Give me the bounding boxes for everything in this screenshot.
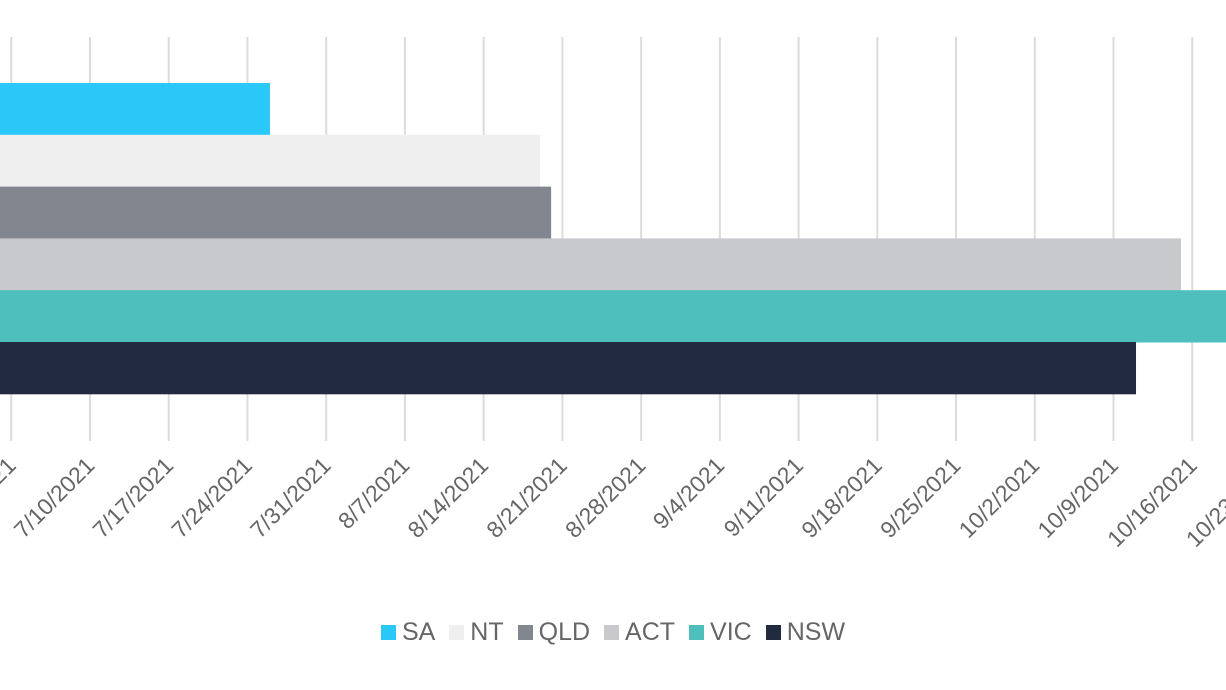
x-tick-label: 9/11/2021 <box>719 452 809 542</box>
legend-swatch <box>689 625 705 640</box>
x-tick-label: 9/25/2021 <box>875 452 966 543</box>
legend-item: QLD <box>517 618 591 647</box>
bar <box>0 186 552 239</box>
legend-item: VIC <box>689 618 752 647</box>
bar <box>0 290 1226 343</box>
legend-swatch <box>765 625 781 640</box>
bar <box>0 342 1137 395</box>
x-tick-label: 7/24/2021 <box>166 452 257 543</box>
bar <box>0 238 1182 291</box>
legend-item: NSW <box>765 618 846 647</box>
legend-item: ACT <box>604 618 675 647</box>
x-tick-label: 7/10/2021 <box>9 452 100 543</box>
legend-label: ACT <box>625 618 676 646</box>
plot: 7/3/20217/10/20217/17/20217/24/20217/31/… <box>0 37 1226 552</box>
legend-label: NT <box>470 618 504 646</box>
bar <box>0 83 270 136</box>
x-tick-label: 10/2/2021 <box>954 452 1045 543</box>
x-tick-label: 7/17/2021 <box>88 452 179 543</box>
x-tick-label: 9/4/2021 <box>648 452 730 534</box>
legend-item: NT <box>449 618 504 647</box>
legend-swatch <box>604 625 620 640</box>
legend-swatch <box>517 625 533 640</box>
legend-label: QLD <box>538 618 591 646</box>
legend-label: NSW <box>786 618 846 646</box>
legend-label: VIC <box>710 618 752 646</box>
x-tick-label: 8/14/2021 <box>402 452 493 543</box>
x-tick-label: 8/28/2021 <box>560 452 651 543</box>
legend-item: SA <box>380 618 436 647</box>
legend-swatch <box>449 625 465 640</box>
legend-label: SA <box>401 618 436 646</box>
x-tick-label: 9/18/2021 <box>796 452 887 543</box>
bar <box>0 134 540 188</box>
legend-swatch <box>380 625 396 640</box>
x-tick-label: 8/21/2021 <box>481 452 572 543</box>
x-tick-label: 7/31/2021 <box>245 452 336 543</box>
legend: SA NT QLD ACT VIC NSW <box>0 618 1226 647</box>
x-tick-label: 8/7/2021 <box>333 452 415 534</box>
